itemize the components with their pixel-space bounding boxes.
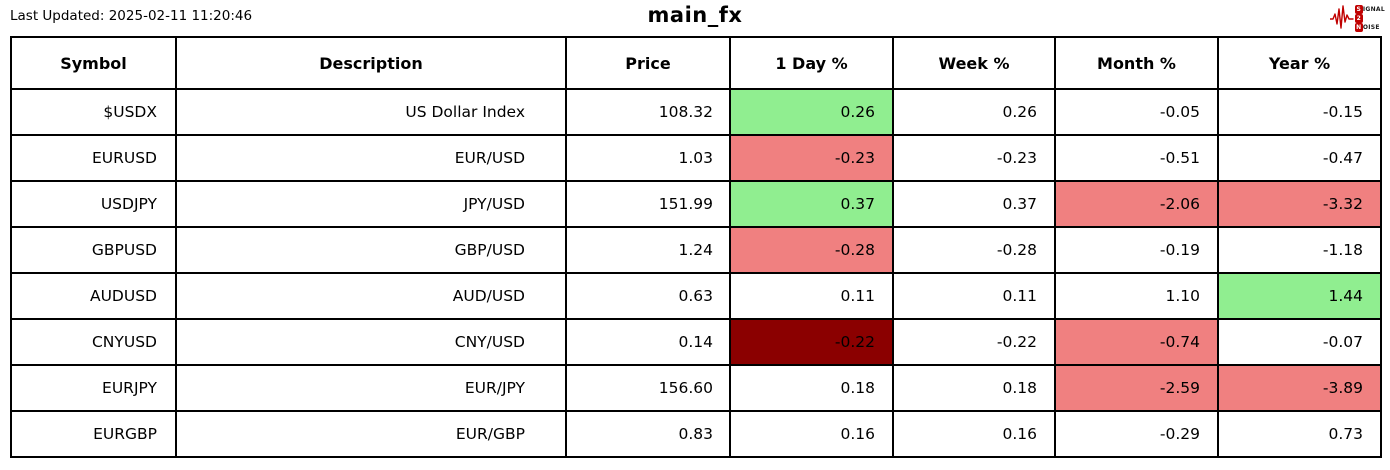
table-row: CNYUSD CNY/USD 0.14 -0.22 -0.22 -0.74 -0… [10, 318, 1382, 366]
cell-week-pct: -0.28 [892, 226, 1056, 274]
cell-description: JPY/USD [175, 180, 567, 228]
cell-1day-pct: 0.11 [729, 272, 894, 320]
cell-year-pct: -0.15 [1217, 88, 1382, 136]
cell-1day-pct: 0.26 [729, 88, 894, 136]
table-row: EURJPY EUR/JPY 156.60 0.18 0.18 -2.59 -3… [10, 364, 1382, 412]
cell-year-pct: -3.32 [1217, 180, 1382, 228]
cell-1day-pct: 0.18 [729, 364, 894, 412]
logo-wordmark: S IGNAL 2 NOISE [1354, 4, 1385, 32]
cell-description: US Dollar Index [175, 88, 567, 136]
col-header-1day: 1 Day % [729, 36, 894, 90]
table-row: $USDX US Dollar Index 108.32 0.26 0.26 -… [10, 88, 1382, 136]
cell-year-pct: -0.47 [1217, 134, 1382, 182]
cell-year-pct: -3.89 [1217, 364, 1382, 412]
logo-badge-s: S [1354, 4, 1363, 14]
cell-week-pct: 0.37 [892, 180, 1056, 228]
cell-1day-pct: 0.37 [729, 180, 894, 228]
cell-description: EUR/JPY [175, 364, 567, 412]
logo-badge-n: N [1354, 22, 1363, 32]
cell-description: GBP/USD [175, 226, 567, 274]
cell-symbol: EURGBP [10, 410, 177, 458]
cell-week-pct: 0.11 [892, 272, 1056, 320]
page-title: main_fx [647, 3, 743, 27]
cell-symbol: $USDX [10, 88, 177, 136]
cell-description: CNY/USD [175, 318, 567, 366]
cell-1day-pct: -0.22 [729, 318, 894, 366]
table-row: EURGBP EUR/GBP 0.83 0.16 0.16 -0.29 0.73 [10, 410, 1382, 458]
table-row: EURUSD EUR/USD 1.03 -0.23 -0.23 -0.51 -0… [10, 134, 1382, 182]
cell-1day-pct: -0.23 [729, 134, 894, 182]
waveform-icon [1329, 5, 1354, 29]
cell-price: 1.03 [565, 134, 731, 182]
cell-symbol: GBPUSD [10, 226, 177, 274]
table-row: GBPUSD GBP/USD 1.24 -0.28 -0.28 -0.19 -1… [10, 226, 1382, 274]
cell-week-pct: 0.26 [892, 88, 1056, 136]
cell-price: 156.60 [565, 364, 731, 412]
cell-symbol: USDJPY [10, 180, 177, 228]
col-header-month: Month % [1054, 36, 1219, 90]
cell-year-pct: -1.18 [1217, 226, 1382, 274]
col-header-price: Price [565, 36, 731, 90]
cell-year-pct: -0.07 [1217, 318, 1382, 366]
cell-week-pct: -0.23 [892, 134, 1056, 182]
col-header-symbol: Symbol [10, 36, 177, 90]
col-header-week: Week % [892, 36, 1056, 90]
table-row: AUDUSD AUD/USD 0.63 0.11 0.11 1.10 1.44 [10, 272, 1382, 320]
cell-month-pct: -2.59 [1054, 364, 1219, 412]
fx-table: Symbol Description Price 1 Day % Week % … [10, 36, 1382, 458]
cell-price: 0.63 [565, 272, 731, 320]
cell-year-pct: 1.44 [1217, 272, 1382, 320]
cell-price: 0.14 [565, 318, 731, 366]
header-row: Symbol Description Price 1 Day % Week % … [10, 36, 1382, 90]
col-header-description: Description [175, 36, 567, 90]
cell-week-pct: 0.16 [892, 410, 1056, 458]
logo-badge-2: 2 [1354, 13, 1363, 23]
cell-price: 0.83 [565, 410, 731, 458]
cell-description: EUR/USD [175, 134, 567, 182]
cell-month-pct: -0.74 [1054, 318, 1219, 366]
cell-week-pct: 0.18 [892, 364, 1056, 412]
cell-year-pct: 0.73 [1217, 410, 1382, 458]
cell-month-pct: -0.19 [1054, 226, 1219, 274]
table-row: USDJPY JPY/USD 151.99 0.37 0.37 -2.06 -3… [10, 180, 1382, 228]
cell-price: 108.32 [565, 88, 731, 136]
cell-month-pct: 1.10 [1054, 272, 1219, 320]
cell-week-pct: -0.22 [892, 318, 1056, 366]
cell-month-pct: -0.05 [1054, 88, 1219, 136]
cell-price: 1.24 [565, 226, 731, 274]
cell-description: EUR/GBP [175, 410, 567, 458]
cell-symbol: AUDUSD [10, 272, 177, 320]
cell-symbol: CNYUSD [10, 318, 177, 366]
col-header-year: Year % [1217, 36, 1382, 90]
signal2noise-logo: S IGNAL 2 NOISE [1329, 3, 1385, 33]
cell-description: AUD/USD [175, 272, 567, 320]
last-updated-timestamp: Last Updated: 2025-02-11 11:20:46 [10, 8, 253, 24]
cell-price: 151.99 [565, 180, 731, 228]
cell-1day-pct: -0.28 [729, 226, 894, 274]
cell-symbol: EURUSD [10, 134, 177, 182]
cell-symbol: EURJPY [10, 364, 177, 412]
cell-month-pct: -2.06 [1054, 180, 1219, 228]
cell-1day-pct: 0.16 [729, 410, 894, 458]
cell-month-pct: -0.29 [1054, 410, 1219, 458]
cell-month-pct: -0.51 [1054, 134, 1219, 182]
